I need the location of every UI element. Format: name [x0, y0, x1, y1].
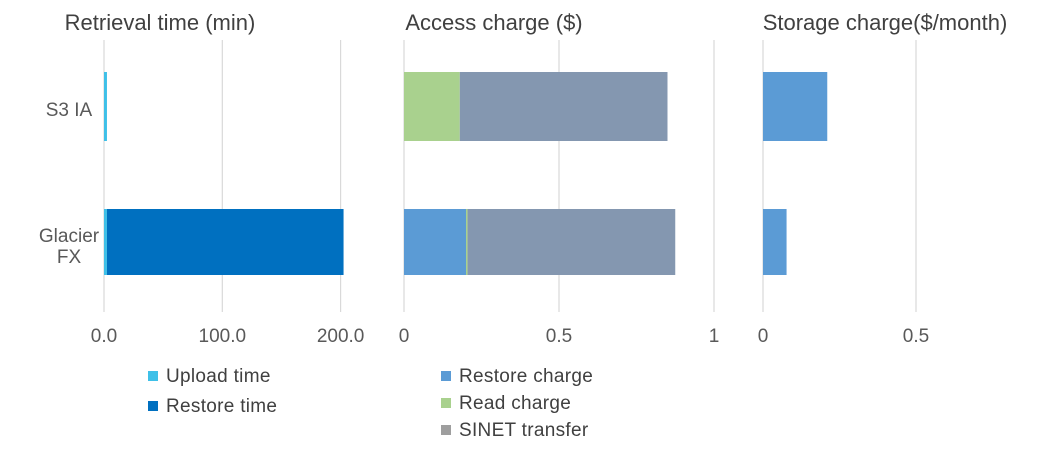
bar-read-charge — [404, 72, 460, 141]
legend-item-sinet-transfer: SINET transfer — [441, 420, 589, 442]
chart-title: Access charge ($) — [405, 10, 582, 35]
legend-swatch — [441, 424, 451, 435]
bar-sinet-transfer — [459, 72, 668, 141]
legend-swatch — [441, 397, 451, 408]
x-tick-label: 0 — [399, 326, 410, 347]
legend-label: Restore charge — [459, 366, 594, 387]
bar-restore-time — [106, 209, 344, 275]
legend-swatch — [441, 370, 451, 381]
legend-item-upload-time: Upload time — [148, 366, 271, 388]
legend-swatch — [148, 400, 158, 411]
y-category-label: Glacier — [39, 226, 100, 247]
x-tick-label: 1 — [709, 326, 720, 347]
bar-upload-time — [104, 209, 107, 275]
bar-read-charge — [466, 209, 468, 275]
legend-swatch — [148, 370, 158, 381]
bar-upload-time — [104, 72, 107, 141]
chart-title: Storage charge($/month) — [763, 10, 1008, 35]
bar-storage-charge — [763, 209, 787, 275]
x-tick-label: 200.0 — [317, 326, 365, 347]
bar-restore-charge — [404, 209, 466, 275]
y-category-label: FX — [57, 247, 82, 268]
legend-label: Restore time — [166, 396, 278, 417]
y-category-label: S3 IA — [46, 100, 93, 121]
bar-storage-charge — [763, 72, 828, 141]
legend-label: Read charge — [459, 393, 572, 414]
x-tick-label: 0.5 — [903, 326, 929, 347]
legend-label: SINET transfer — [459, 420, 589, 441]
legend-item-restore-charge: Restore charge — [441, 366, 593, 388]
legend-label: Upload time — [166, 366, 271, 387]
legend-item-restore-time: Restore time — [148, 396, 277, 418]
x-tick-label: 0.0 — [91, 326, 117, 347]
legend-item-read-charge: Read charge — [441, 393, 571, 415]
x-tick-label: 0.5 — [546, 326, 572, 347]
x-tick-label: 100.0 — [199, 326, 247, 347]
bar-sinet-transfer — [467, 209, 676, 275]
chart-title: Retrieval time (min) — [65, 10, 256, 35]
x-tick-label: 0 — [758, 326, 769, 347]
